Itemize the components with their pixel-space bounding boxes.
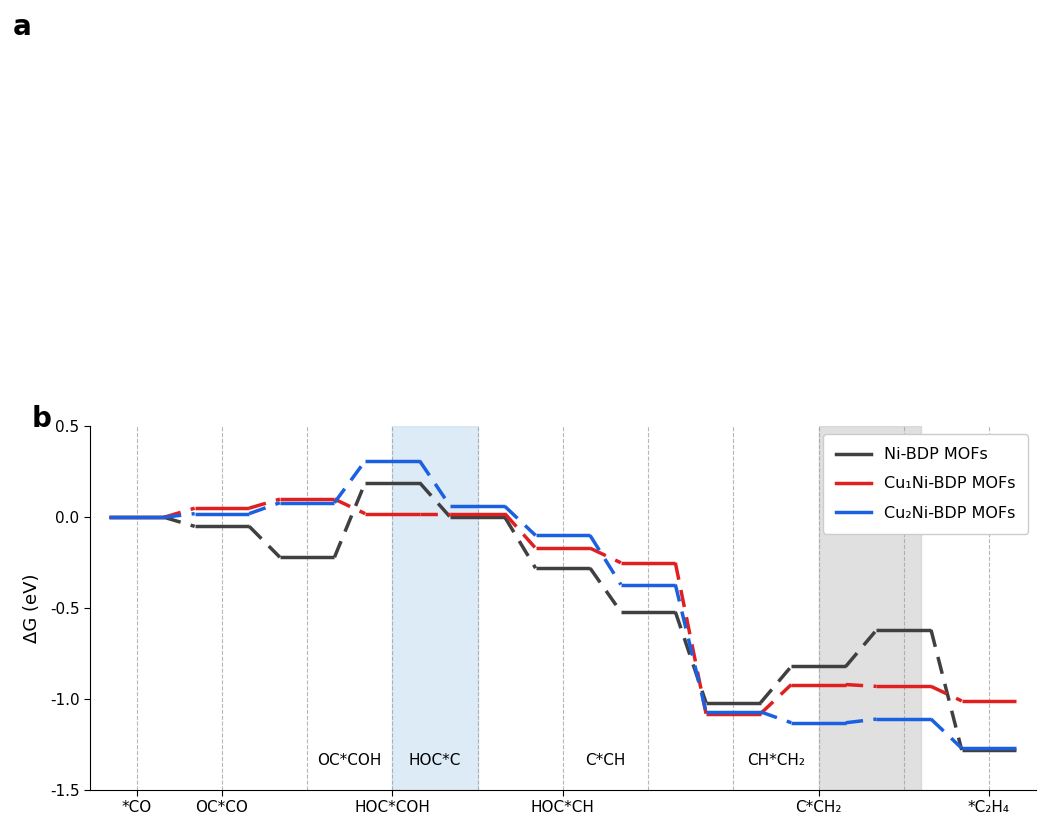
Y-axis label: ΔG (eV): ΔG (eV): [23, 573, 41, 643]
Text: OC*COH: OC*COH: [317, 753, 382, 768]
Legend: Ni-BDP MOFs, Cu₁Ni-BDP MOFs, Cu₂Ni-BDP MOFs: Ni-BDP MOFs, Cu₁Ni-BDP MOFs, Cu₂Ni-BDP M…: [823, 435, 1027, 533]
Text: b: b: [32, 405, 51, 432]
Text: CH*CH₂: CH*CH₂: [747, 753, 805, 768]
Text: HOC*C: HOC*C: [409, 753, 461, 768]
Bar: [818, 426, 921, 790]
Text: a: a: [13, 13, 32, 40]
Bar: [392, 426, 478, 790]
Text: C*CH: C*CH: [586, 753, 626, 768]
